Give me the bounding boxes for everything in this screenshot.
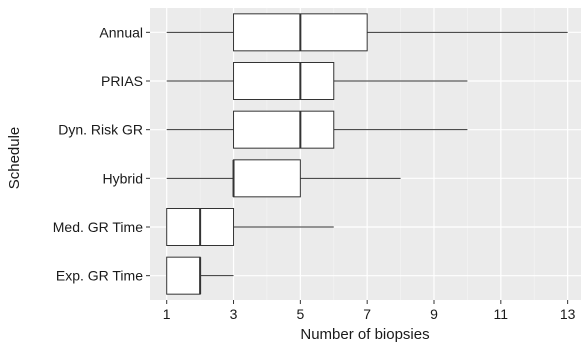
x-tick-label: 9 xyxy=(430,306,438,322)
box-hybrid xyxy=(166,159,401,198)
x-tick-label: 5 xyxy=(296,306,304,322)
box-iqr xyxy=(166,256,201,295)
box-prias xyxy=(166,62,468,100)
x-tick-label: 7 xyxy=(363,306,371,322)
box-dyn-risk-gr xyxy=(166,110,468,149)
x-tick-label: 13 xyxy=(560,306,576,322)
y-tick-label: Hybrid xyxy=(103,170,143,186)
x-axis: 1 3 5 7 9 11 13 xyxy=(163,300,576,322)
box-annual xyxy=(166,13,568,52)
plot-panel xyxy=(150,8,581,300)
box-med-gr-time xyxy=(166,208,334,246)
y-tick-label: Dyn. Risk GR xyxy=(58,122,143,138)
y-tick-label: PRIAS xyxy=(101,73,143,89)
box-exp-gr-time xyxy=(166,256,234,295)
box-series xyxy=(166,13,568,295)
x-tick-label: 11 xyxy=(494,306,509,322)
x-tick-label: 1 xyxy=(163,306,171,322)
box-iqr xyxy=(233,62,335,100)
x-tick-label: 3 xyxy=(230,306,238,322)
y-tick-label: Annual xyxy=(99,24,143,40)
y-tick-label: Med. GR Time xyxy=(53,219,143,235)
x-axis-title: Number of biopsies xyxy=(300,326,429,343)
y-axis-title: Schedule xyxy=(6,127,23,190)
y-axis: Annual PRIAS Dyn. Risk GR Hybrid Med. GR Tim… xyxy=(53,24,150,284)
box-iqr xyxy=(233,110,335,149)
box-iqr xyxy=(233,159,301,198)
y-tick-label: Exp. GR Time xyxy=(56,268,143,284)
